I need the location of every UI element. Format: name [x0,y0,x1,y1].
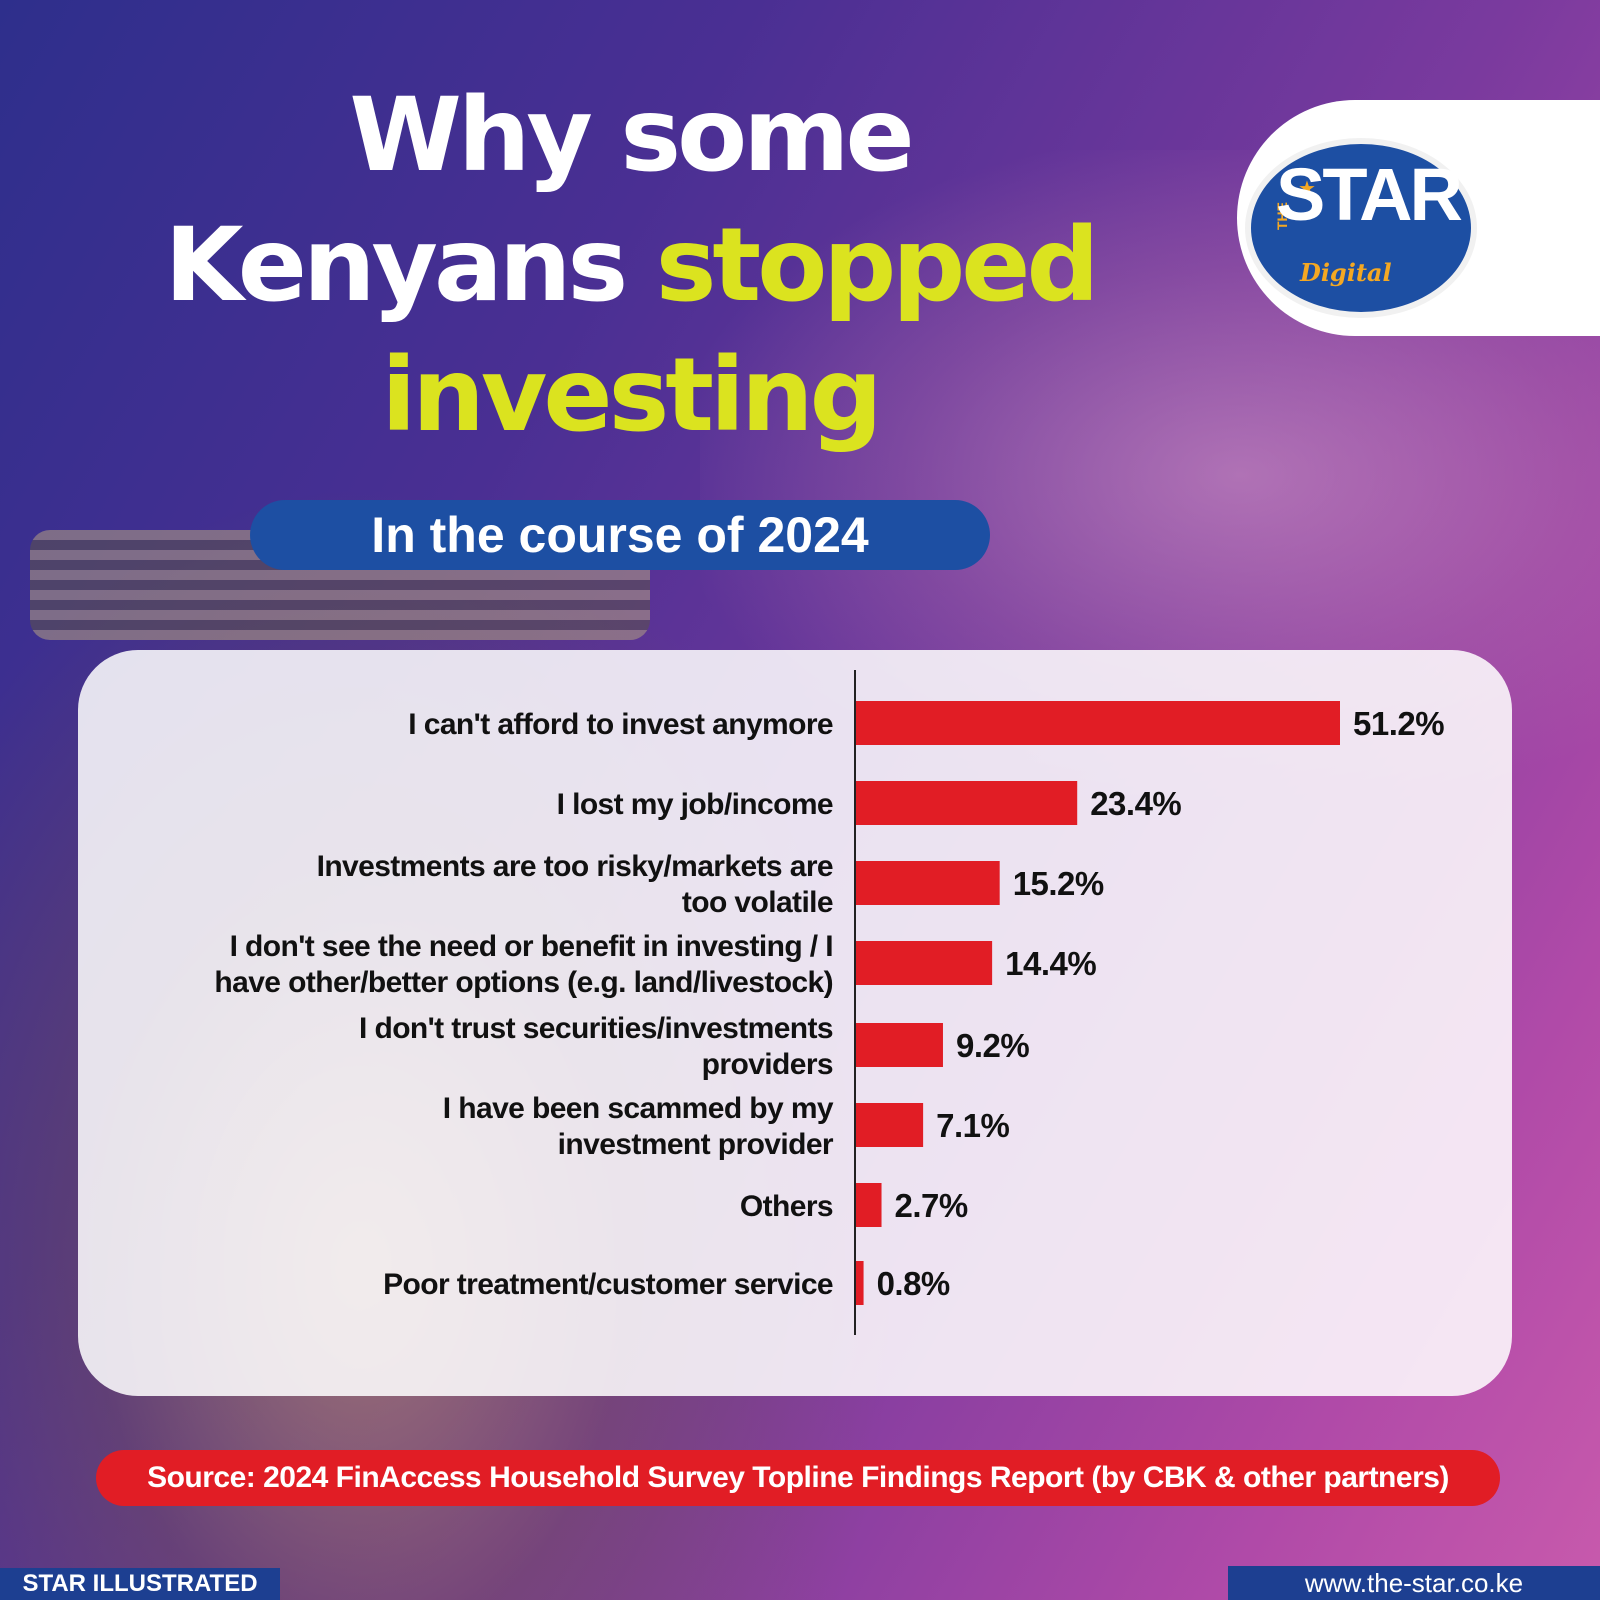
category-label-2: I lost my job/income [557,788,833,821]
bar-4 [856,941,993,985]
value-label-7: 2.7% [895,1187,968,1224]
title-word-stopped: stopped [655,206,1100,325]
bar-2 [856,781,1078,825]
logo-circle [1245,138,1477,318]
category-label-4: I don't see the need or benefit in inves… [214,930,833,999]
value-label-1: 51.2% [1353,705,1444,742]
bar-7 [856,1183,882,1227]
bar-3 [856,861,1000,905]
logo-star-text: STAR [1276,153,1463,236]
logo-digital-text: Digital [1300,258,1392,287]
category-label-1: I can't afford to invest anymore [408,708,833,741]
category-label-6: I have been scammed by my investment prov… [443,1092,834,1161]
category-label-7: Others [740,1190,833,1223]
value-label-2: 23.4% [1090,785,1181,822]
value-label-3: 15.2% [1013,865,1104,902]
source-note: Source: 2024 FinAccess Household Survey … [96,1450,1500,1506]
bar-chart: 51.2% I can't afford to invest anymore 23.… [214,670,1445,1335]
title-word-kenyans: Kenyans [164,206,629,325]
footer-brand: STAR ILLUSTRATED [0,1568,280,1600]
bar-5 [856,1023,943,1067]
category-label-3: Investments are too risky/markets are too… [317,850,833,919]
category-label-5: I don't trust securities/investments prov… [359,1012,833,1081]
bar-1 [856,701,1340,745]
chart-panel [78,650,1512,1396]
title-line-2: Kenyans stopped [0,215,1260,317]
star-icon: ★ [1298,178,1316,200]
bar-6 [856,1103,924,1147]
subtitle: In the course of 2024 [250,500,990,570]
bar-8 [856,1261,864,1305]
category-label-8: Poor treatment/customer service [383,1268,833,1301]
value-label-8: 0.8% [877,1265,950,1302]
footer-website-link[interactable]: www.the-star.co.ke [1228,1566,1600,1600]
value-label-4: 14.4% [1005,945,1096,982]
value-label-5: 9.2% [956,1027,1029,1064]
title-line-3: investing [381,336,882,455]
value-label-6: 7.1% [936,1107,1009,1144]
title-line-1: Why some [349,76,914,195]
